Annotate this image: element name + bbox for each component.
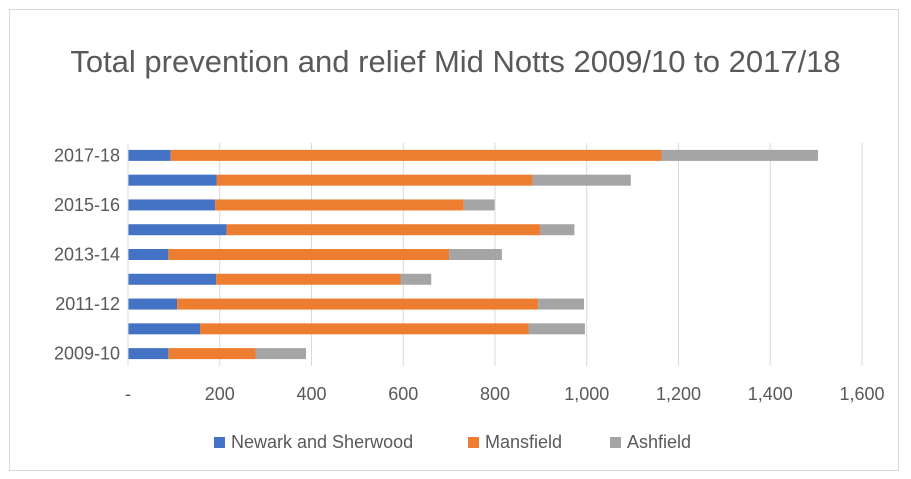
bar-segment (661, 149, 818, 161)
value-axis: - 200 400 600 800 1,000 1,200 1,400 1,600 (125, 384, 885, 404)
legend-swatch (468, 437, 479, 448)
bar-segment (128, 323, 201, 335)
chart-title: Total prevention and relief Mid Notts 20… (70, 44, 841, 79)
x-tick-label: 400 (296, 384, 326, 404)
bar-segment (226, 224, 540, 236)
x-tick-label: 600 (388, 384, 418, 404)
legend-swatch (610, 437, 621, 448)
category-axis: 2009-10 2011-12 2013-14 2015-16 2017-18 (54, 143, 129, 366)
legend-swatch (214, 437, 225, 448)
bar-segment (128, 224, 227, 236)
y-tick-label: 2009-10 (54, 344, 120, 364)
bar-segment (168, 348, 256, 360)
bar-segment (128, 298, 178, 310)
bar-segment (528, 323, 585, 335)
bar-segment (538, 298, 584, 310)
bar-segment (216, 273, 401, 285)
bar-segment (128, 249, 169, 260)
x-tick-label: - (125, 384, 131, 404)
bar-segment (128, 273, 217, 285)
legend: Newark and Sherwood Mansfield Ashfield (214, 432, 691, 452)
legend-label: Newark and Sherwood (231, 432, 413, 452)
x-tick-label: 1,400 (748, 384, 793, 404)
bar-layer (128, 149, 818, 360)
bar-segment (532, 174, 631, 186)
bar-segment (539, 224, 575, 236)
x-tick-label: 800 (480, 384, 510, 404)
bar-segment (177, 298, 539, 310)
x-tick-label: 1,000 (564, 384, 609, 404)
legend-label: Ashfield (627, 432, 691, 452)
legend-label: Mansfield (485, 432, 562, 452)
bar-segment (216, 174, 533, 186)
legend-item: Mansfield (468, 432, 562, 452)
x-tick-label: 200 (205, 384, 235, 404)
bar-segment (128, 174, 217, 186)
bar-segment (449, 249, 502, 260)
x-tick-label: 1,600 (839, 384, 884, 404)
bar-segment (128, 348, 169, 360)
x-tick-label: 1,200 (656, 384, 701, 404)
y-tick-label: 2013-14 (54, 245, 120, 265)
bar-segment (400, 273, 432, 285)
bar-segment (128, 149, 171, 161)
bar-segment (463, 199, 495, 211)
legend-item: Ashfield (610, 432, 691, 452)
bar-segment (215, 199, 464, 211)
bar-segment (128, 199, 216, 211)
y-tick-label: 2017-18 (54, 145, 120, 165)
legend-item: Newark and Sherwood (214, 432, 413, 452)
bar-segment (200, 323, 529, 335)
bar-segment (168, 249, 450, 260)
y-tick-label: 2011-12 (55, 294, 120, 314)
chart-area (9, 9, 899, 471)
y-tick-label: 2015-16 (54, 195, 120, 215)
bar-segment (170, 149, 662, 161)
bar-segment (255, 348, 306, 360)
